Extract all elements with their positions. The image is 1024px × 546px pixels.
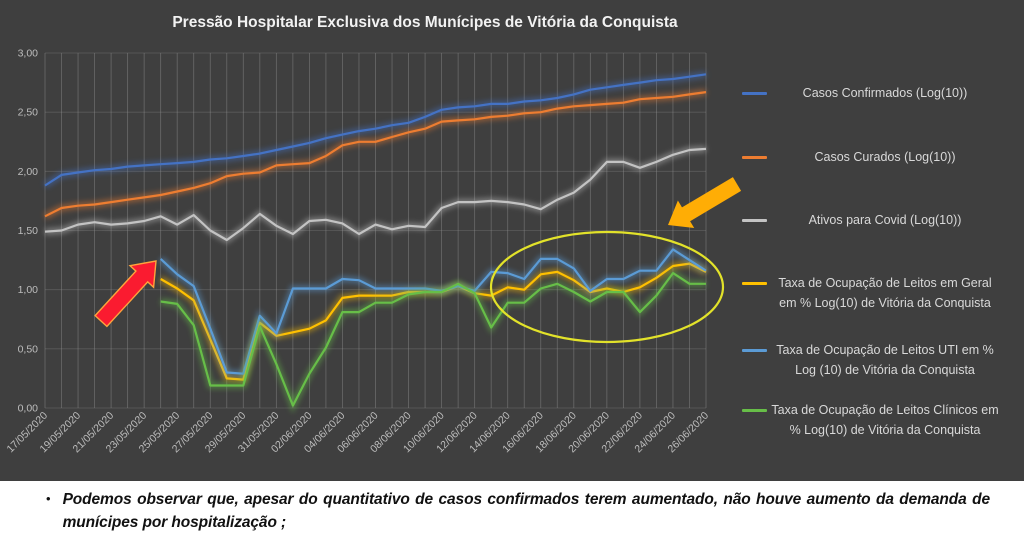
note-area: • Podemos observar que, apesar do quanti… <box>0 481 1024 546</box>
highlight-ellipse <box>489 230 725 344</box>
legend-label: Taxa de Ocupação de Leitos UTI em % Log … <box>776 343 994 377</box>
y-tick-label: 0,00 <box>18 403 39 415</box>
legend-item-ativos: Ativos para Covid (Log(10)) <box>742 210 1000 230</box>
series-ativos <box>44 145 707 244</box>
legend-label: Taxa de Ocupação de Leitos em Geral em %… <box>778 276 992 310</box>
orange-arrow <box>668 177 742 228</box>
series-curados-line <box>44 91 707 218</box>
chart-title: Pressão Hospitalar Exclusiva dos Munícip… <box>172 14 678 31</box>
legend-key-leitos-geral <box>742 282 767 285</box>
y-tick-label: 1,50 <box>18 225 39 237</box>
legend-key-confirmados <box>742 92 767 95</box>
y-tick-label: 2,00 <box>18 166 39 178</box>
legend-key-ativos <box>742 219 767 222</box>
legend-label: Casos Curados (Log(10)) <box>814 150 956 164</box>
red-arrow <box>94 260 157 328</box>
chart-area: 3,00 2,50 2,00 1,50 1,00 0,50 0,00 17/05/2020 19… <box>0 0 1024 481</box>
legend-key-curados <box>742 156 767 159</box>
legend-label: Ativos para Covid (Log(10)) <box>808 213 962 227</box>
legend-item-leitos-clinicos: Taxa de Ocupação de Leitos Clínicos em %… <box>742 400 1000 440</box>
series-leitos-clinicos-line <box>160 272 706 407</box>
series-curados <box>43 88 707 220</box>
legend-item-leitos-geral: Taxa de Ocupação de Leitos em Geral em %… <box>742 273 1000 313</box>
axis-tick-labels: 3,002,502,001,501,000,500,0017/05/202019… <box>4 48 711 456</box>
series-leitos-uti <box>158 245 708 378</box>
legend-label: Taxa de Ocupação de Leitos Clínicos em %… <box>771 403 999 437</box>
legend-item-confirmados: Casos Confirmados (Log(10)) <box>742 83 1000 103</box>
legend-key-leitos-clinicos <box>742 409 767 412</box>
y-tick-label: 0,50 <box>18 343 39 355</box>
hospital-pressure-chart: 3,002,502,001,501,000,500,0017/05/202019… <box>4 14 742 456</box>
legend-item-leitos-uti: Taxa de Ocupação de Leitos UTI em % Log … <box>742 340 1000 380</box>
gridlines <box>44 52 707 409</box>
legend-item-curados: Casos Curados (Log(10)) <box>742 147 1000 167</box>
chart-legend: Casos Confirmados (Log(10)) Casos Curado… <box>742 0 1022 481</box>
legend-key-leitos-uti <box>742 349 767 352</box>
chart-annotations <box>94 177 742 344</box>
y-tick-label: 3,00 <box>18 48 39 60</box>
series-ativos-line <box>44 147 707 242</box>
bullet-icon: • <box>46 491 51 506</box>
series-leitos-uti-glow <box>158 245 708 378</box>
series-leitos-clinicos <box>160 268 706 414</box>
series-confirmados-line <box>44 73 707 187</box>
note-text: Podemos observar que, apesar do quantita… <box>62 491 991 532</box>
series-confirmados <box>43 71 707 189</box>
series-leitos-uti-line <box>159 248 707 375</box>
chart-series <box>43 71 708 414</box>
y-tick-label: 1,00 <box>18 284 39 296</box>
y-tick-label: 2,50 <box>18 107 39 119</box>
legend-label: Casos Confirmados (Log(10)) <box>802 86 968 100</box>
